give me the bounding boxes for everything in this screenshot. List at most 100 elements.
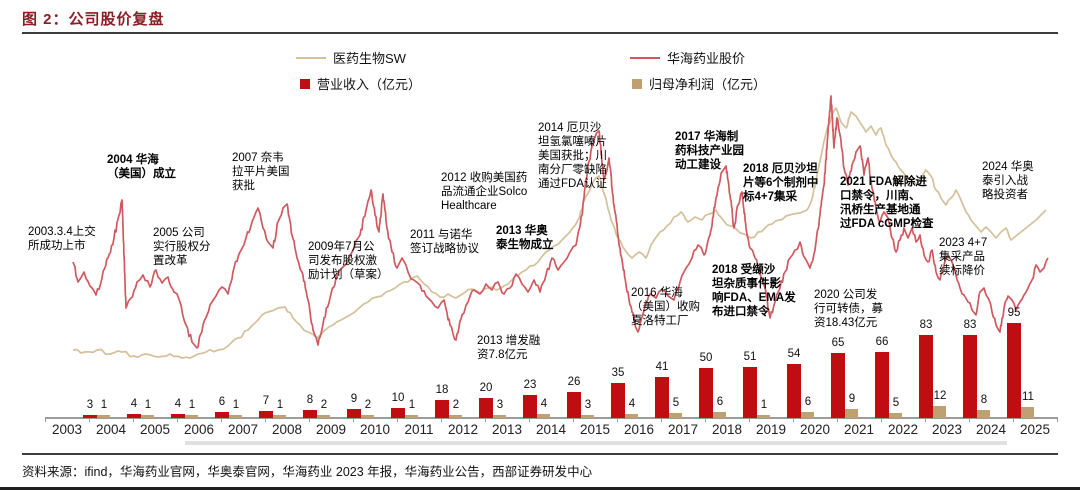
revenue-bar <box>303 410 317 418</box>
stock-line-swatch-icon <box>630 56 660 59</box>
revenue-bar <box>743 367 757 418</box>
x-axis-label: 2023 <box>931 422 963 437</box>
profit-value-label: 4 <box>540 398 548 410</box>
x-axis-tick <box>397 418 398 422</box>
annotation-13: 2018 受缬沙 坦杂质事件影 响FDA、EMA发 布进口禁令 <box>712 264 796 318</box>
x-axis-tick <box>441 418 442 422</box>
annotation-6: 2012 收购美国药 品流通企业Solco Healthcare <box>441 172 528 212</box>
x-axis-tick <box>837 418 838 422</box>
x-axis-tick <box>265 418 266 422</box>
x-axis-label: 2019 <box>755 422 787 437</box>
profit-value-label: 8 <box>980 394 988 406</box>
revenue-bar <box>171 414 185 418</box>
profit-bar <box>361 415 374 418</box>
profit-bar <box>1021 407 1034 418</box>
revenue-bar <box>831 353 845 418</box>
profit-value-label: 1 <box>100 399 108 411</box>
revenue-value-label: 23 <box>523 379 537 391</box>
revenue-value-label: 7 <box>262 395 270 407</box>
profit-bar <box>977 410 990 418</box>
revenue-value-label: 10 <box>391 392 405 404</box>
annotation-5: 2011 与诺华 签订战略协议 <box>410 229 479 255</box>
x-axis-tick <box>661 418 662 422</box>
revenue-value-label: 66 <box>875 336 889 348</box>
annotation-8: 2013 增发融 资7.8亿元 <box>477 335 541 361</box>
x-axis-tick <box>969 418 970 422</box>
profit-value-label: 1 <box>408 399 416 411</box>
x-axis-label: 2008 <box>271 422 303 437</box>
profit-bar <box>449 415 462 418</box>
revenue-bar <box>919 335 933 418</box>
title-divider <box>22 32 1058 34</box>
revenue-bar <box>875 352 889 418</box>
x-axis-label: 2022 <box>887 422 919 437</box>
x-axis-label: 2009 <box>315 422 347 437</box>
revenue-value-label: 95 <box>1007 307 1021 319</box>
profit-bar <box>669 413 682 418</box>
revenue-value-label: 18 <box>435 384 449 396</box>
x-axis-label: 2024 <box>975 422 1007 437</box>
profit-value-label: 3 <box>496 399 504 411</box>
profit-value-label: 5 <box>892 397 900 409</box>
x-axis-tick <box>793 418 794 422</box>
x-axis-tick <box>1013 418 1014 422</box>
source-note: 资料来源：ifind，华海药业官网，华奥泰官网，华海药业 2023 年报，华海药… <box>22 465 593 479</box>
revenue-bar <box>215 412 229 418</box>
profit-value-label: 6 <box>716 396 724 408</box>
revenue-value-label: 3 <box>86 399 94 411</box>
x-axis-tick <box>309 418 310 422</box>
x-axis-tick <box>45 418 46 422</box>
revenue-value-label: 9 <box>350 393 358 405</box>
profit-value-label: 1 <box>188 399 196 411</box>
revenue-value-label: 83 <box>919 319 933 331</box>
x-axis-label: 2016 <box>623 422 655 437</box>
profit-square-swatch-icon <box>632 78 642 89</box>
revenue-bar <box>963 335 977 418</box>
revenue-value-label: 26 <box>567 376 581 388</box>
revenue-value-label: 8 <box>306 394 314 406</box>
x-axis-tick <box>177 418 178 422</box>
annotation-15: 2021 FDA解除进 口禁令，川南、 汛桥生产基地通 过FDA cGMP检查 <box>840 176 934 230</box>
revenue-bar <box>83 415 97 418</box>
annotation-3: 2007 奈韦 拉平片美国 获批 <box>232 152 290 192</box>
annotation-16: 2023 4+7 集采产品 续标降价 <box>939 237 988 277</box>
revenue-value-label: 20 <box>479 382 493 394</box>
x-axis-tick <box>353 418 354 422</box>
revenue-bar <box>787 364 801 418</box>
annotation-9: 2014 厄贝沙 坦氢氯噻嗪片 美国获批；川 南分厂零缺陷 通过FDA认证 <box>538 122 607 190</box>
annotation-2: 2005 公司 实行股权分 置改革 <box>153 227 211 267</box>
x-axis-tick <box>749 418 750 422</box>
x-axis-label: 2011 <box>404 422 434 437</box>
annotation-10: 2016 华海 （美国）收购 夏洛特工厂 <box>631 287 700 327</box>
profit-value-label: 2 <box>452 399 460 411</box>
revenue-bar <box>259 411 273 418</box>
revenue-bar <box>611 383 625 418</box>
profit-bar <box>493 415 506 418</box>
stock-chart: 医药生物SW 华海药业股价 营业收入（亿元） 归母净利润（亿元） 2003 200… <box>0 36 1080 450</box>
revenue-value-label: 54 <box>787 348 801 360</box>
x-axis-tick <box>89 418 90 422</box>
x-axis-tick <box>705 418 706 422</box>
revenue-bar <box>127 414 141 418</box>
profit-bar <box>273 415 286 418</box>
x-axis-line <box>45 417 1058 419</box>
profit-bar <box>845 409 858 418</box>
profit-bar <box>625 414 638 418</box>
legend-item-stock: 华海药业股价 <box>630 48 745 67</box>
profit-bar <box>141 415 154 418</box>
profit-value-label: 4 <box>628 398 636 410</box>
page-bottom-border <box>0 487 1080 490</box>
x-axis-label: 2021 <box>843 422 875 437</box>
profit-bar <box>317 415 330 418</box>
profit-value-label: 2 <box>364 399 372 411</box>
x-axis-tick <box>573 418 574 422</box>
legend-item-index: 医药生物SW <box>296 48 406 67</box>
x-axis-label: 2007 <box>227 422 259 437</box>
revenue-bar <box>435 400 449 418</box>
profit-value-label: 11 <box>1022 391 1034 403</box>
revenue-value-label: 50 <box>699 352 713 364</box>
figure-title: 图 2：公司股价复盘 <box>22 11 165 28</box>
revenue-bar <box>479 398 493 418</box>
legend-label-stock: 华海药业股价 <box>667 51 746 66</box>
x-axis-label: 2014 <box>535 422 567 437</box>
